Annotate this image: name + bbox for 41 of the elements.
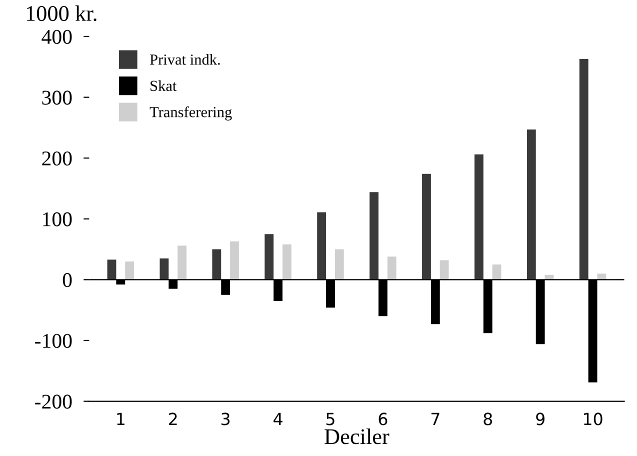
bar [474,154,484,280]
y-tick-label: 100 [43,212,72,226]
legend-label: Transferering [150,106,232,120]
bar [282,244,292,280]
x-tick-label: 2 [169,412,177,426]
x-tick-label: 6 [378,412,388,426]
bar [230,241,239,280]
x-axis-title: Deciler [324,428,390,444]
bar [160,258,169,280]
y-tick-label: -100 [35,334,72,348]
y-tick-label: 0 [62,273,72,288]
bar [597,274,606,280]
bar [178,246,186,280]
bar [422,174,431,280]
y-axis-title: 1000 kr. [26,5,96,22]
bar [370,192,378,280]
bar [264,234,274,280]
x-tick-label: 10 [584,412,602,426]
bar [334,249,344,280]
bar [579,58,588,280]
x-tick-label: 7 [431,412,440,426]
bar [492,264,502,280]
x-tick-label: 3 [222,412,230,426]
x-tick-label: 4 [274,412,282,426]
legend-label: Skat [150,80,177,92]
y-tick-label: 300 [42,90,72,105]
bar [387,256,396,280]
bar [526,130,536,280]
x-tick-label: 5 [326,412,334,426]
legend-label: Privat indk. [150,54,220,65]
y-tick-label: 200 [42,151,72,166]
bar [317,212,326,280]
x-tick-label: 9 [536,412,544,426]
bar [107,260,116,280]
bar [212,249,222,280]
x-tick-label: 8 [484,412,492,426]
y-tick-label: -200 [35,394,72,409]
bar [440,260,449,280]
bar [125,261,134,280]
y-tick-label: 400 [42,30,72,44]
x-tick-label: 1 [117,412,124,426]
